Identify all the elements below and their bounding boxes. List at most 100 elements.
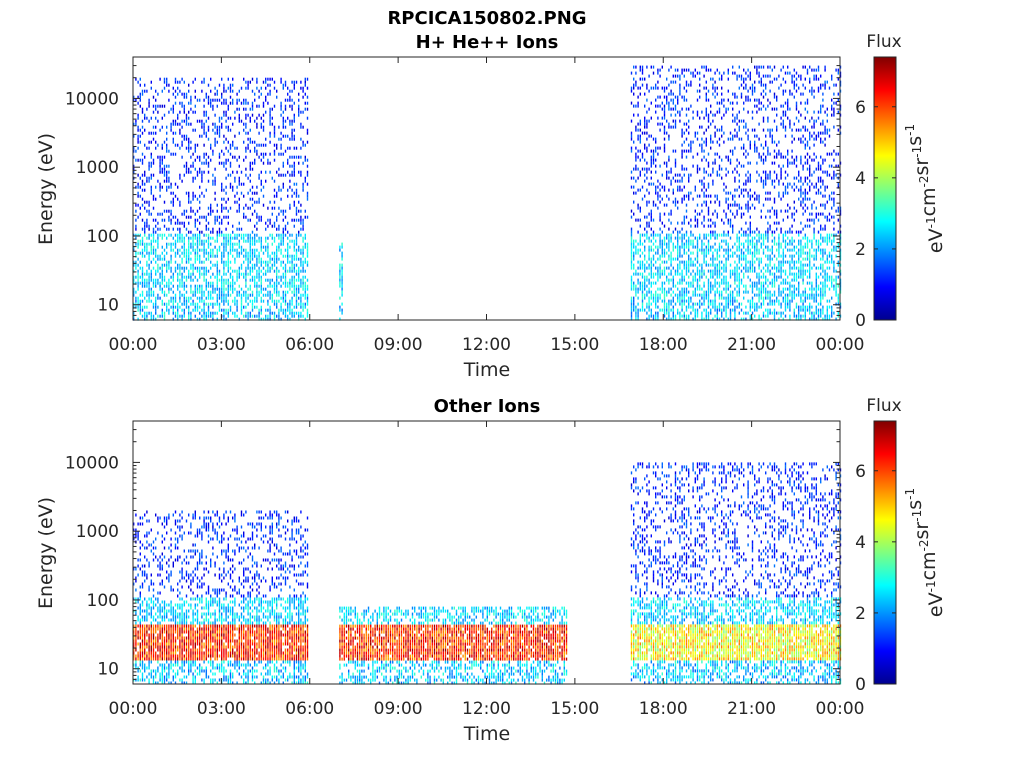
spectrogram-cell	[707, 212, 710, 216]
spectrogram-cell	[670, 278, 672, 282]
spectrogram-cell	[278, 125, 280, 129]
spectrogram-cell	[648, 263, 650, 267]
spectrogram-cell	[194, 95, 196, 99]
spectrogram-cell	[644, 158, 646, 162]
spectrogram-cell	[135, 275, 137, 279]
spectrogram-cell	[751, 230, 754, 234]
spectrogram-cell	[190, 302, 192, 306]
spectrogram-cell	[762, 296, 765, 300]
spectrogram-cell	[696, 218, 699, 222]
spectrogram-cell	[663, 296, 666, 300]
spectrogram-cell	[137, 215, 139, 219]
spectrogram-cell	[738, 239, 740, 243]
spectrogram-cell	[236, 254, 238, 258]
spectrogram-cell	[262, 203, 265, 207]
spectrogram-cell	[646, 290, 648, 294]
spectrogram-cell	[690, 239, 692, 243]
spectrogram-cell	[776, 95, 778, 99]
spectrogram-cell	[196, 245, 199, 249]
spectrogram-cell	[278, 245, 280, 249]
spectrogram-cell	[183, 164, 185, 168]
spectrogram-cell	[712, 119, 714, 123]
spectrogram-cell	[188, 308, 190, 312]
spectrogram-cell	[302, 188, 304, 192]
spectrogram-cell	[260, 170, 262, 174]
spectrogram-cell	[168, 164, 170, 168]
colorbar-title: Flux	[866, 32, 901, 52]
spectrogram-cell	[295, 269, 298, 273]
spectrogram-cell	[194, 257, 196, 261]
spectrogram-cell	[756, 242, 758, 246]
spectrogram-cell	[714, 134, 716, 138]
spectrogram-cell	[207, 125, 210, 129]
spectrogram-cell	[148, 131, 150, 135]
spectrogram-cell	[146, 284, 148, 288]
spectrogram-cell	[227, 116, 229, 120]
spectrogram-cell	[137, 296, 139, 300]
spectrogram-cell	[262, 287, 265, 291]
spectrogram-cell	[258, 254, 260, 258]
spectrogram-cell	[139, 293, 141, 297]
spectrogram-cell	[146, 305, 148, 309]
spectrogram-cell	[155, 269, 157, 273]
spectrogram-cell	[254, 263, 256, 267]
spectrogram-cell	[295, 218, 298, 222]
spectrogram-cell	[674, 164, 677, 168]
spectrogram-cell	[661, 287, 663, 291]
spectrogram-cell	[655, 251, 657, 255]
spectrogram-cell	[716, 197, 718, 201]
spectrogram-cell	[721, 134, 723, 138]
spectrogram-cell	[696, 239, 699, 243]
spectrogram-cell	[146, 317, 148, 321]
spectrogram-cell	[749, 194, 751, 198]
spectrogram-cell	[265, 317, 267, 321]
spectrogram-cell	[258, 290, 260, 294]
spectrogram-cell	[765, 245, 767, 249]
spectrogram-cell	[302, 89, 304, 93]
spectrogram-cell	[679, 188, 681, 192]
spectrogram-cell	[683, 197, 685, 201]
spectrogram-cell	[650, 272, 652, 276]
spectrogram-cell	[188, 122, 190, 126]
spectrogram-cell	[657, 68, 659, 72]
spectrogram-cell	[677, 263, 679, 267]
spectrogram-column	[210, 77, 212, 318]
spectrogram-cell	[218, 134, 221, 138]
spectrogram-cell	[291, 170, 293, 174]
spectrogram-cell	[194, 254, 196, 258]
spectrogram-cell	[306, 263, 309, 267]
spectrogram-cell	[148, 299, 150, 303]
spectrogram-cell	[679, 83, 681, 87]
spectrogram-cell	[679, 110, 681, 114]
spectrogram-cell	[238, 155, 240, 159]
spectrogram-cell	[185, 191, 188, 195]
spectrogram-cell	[174, 101, 177, 105]
spectrogram-cell	[745, 122, 747, 126]
spectrogram-cell	[710, 272, 712, 276]
spectrogram-cell	[201, 308, 203, 312]
spectrogram-cell	[690, 311, 692, 315]
spectrogram-cell	[771, 311, 773, 315]
spectrogram-cell	[181, 272, 183, 276]
spectrogram-cell	[207, 221, 210, 225]
spectrogram-column	[203, 77, 205, 321]
spectrogram-cell	[289, 146, 291, 150]
spectrogram-cell	[732, 137, 734, 141]
spectrogram-cell	[254, 191, 256, 195]
spectrogram-column	[232, 77, 234, 315]
spectrogram-cell	[776, 242, 778, 246]
spectrogram-cell	[716, 287, 718, 291]
spectrogram-cell	[646, 278, 648, 282]
spectrogram-cell	[754, 236, 756, 240]
spectrogram-cell	[734, 203, 736, 207]
spectrogram-cell	[707, 293, 710, 297]
spectrogram-cell	[760, 233, 762, 237]
spectrogram-cell	[229, 161, 232, 165]
spectrogram-cell	[276, 305, 278, 309]
spectrogram-cell	[223, 308, 225, 312]
spectrogram-cell	[163, 104, 166, 108]
spectrogram-cell	[194, 266, 196, 270]
spectrogram-cell	[247, 131, 249, 135]
spectrogram-column	[280, 77, 282, 321]
spectrogram-cell	[736, 263, 738, 267]
